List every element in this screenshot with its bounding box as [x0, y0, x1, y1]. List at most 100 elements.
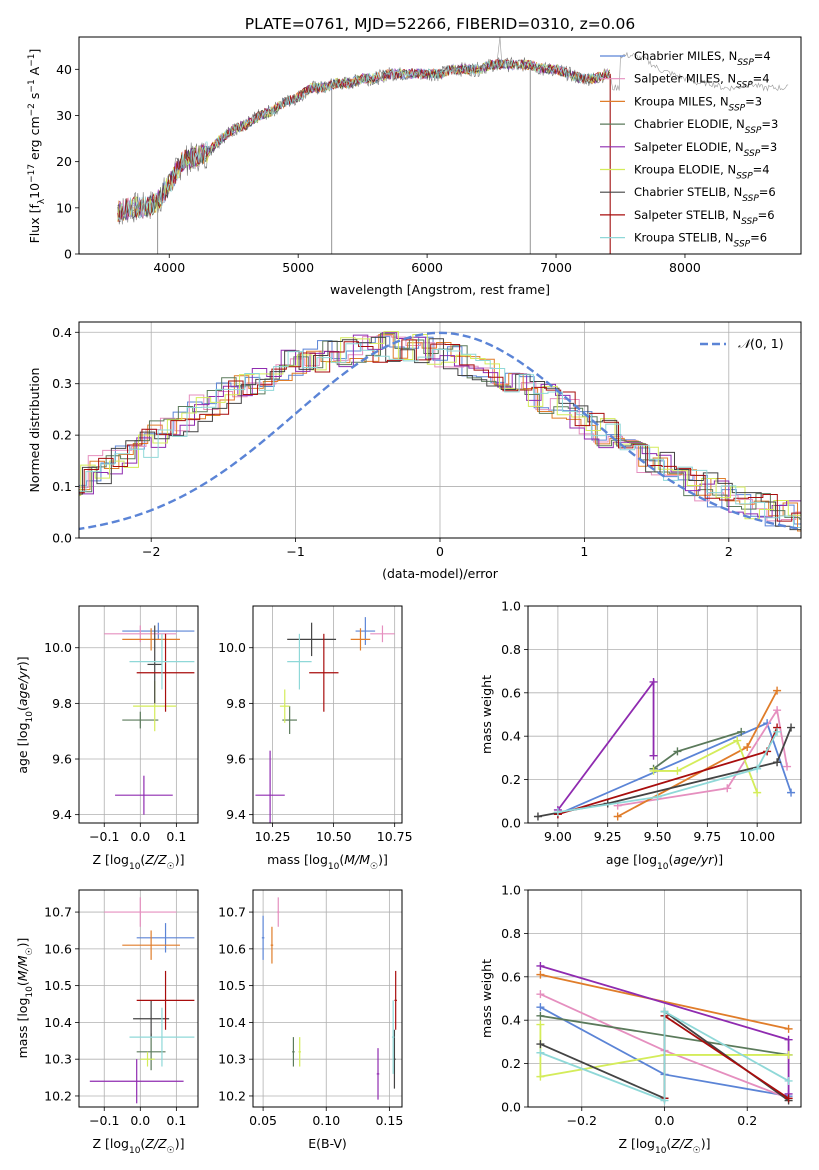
axis-xlabel: Z [log10(Z/Z☉)]	[619, 1136, 711, 1156]
mass-age-plot-area	[255, 617, 395, 823]
ebv-mass-ytick-label: 10.3	[218, 1052, 246, 1067]
Z-mass-xtick-label: 0.1	[166, 1113, 186, 1128]
age-weight-series-marker	[773, 686, 782, 695]
age-weight-series-marker	[533, 812, 542, 821]
age-weight-xtick-label: 9.50	[644, 829, 672, 844]
spectrum-data-tail	[609, 51, 789, 92]
residuals-plot-area	[79, 331, 801, 532]
age-weight-series-marker	[673, 766, 682, 775]
Z-age-ytick-label: 10.0	[44, 640, 72, 655]
mass-age-ytick-label: 9.4	[226, 807, 246, 822]
legend-entry: Salpeter MILES, NSSP=4	[634, 72, 770, 91]
Z-weight-series-marker	[536, 1011, 545, 1020]
residuals-histogram	[79, 343, 801, 529]
mass-age-ytick-label: 10.0	[218, 640, 246, 655]
Z-weight-ytick-label: 0.0	[501, 1100, 521, 1115]
Z-weight-series-marker	[536, 1020, 545, 1029]
age-weight-xtick-label: 9.00	[544, 829, 572, 844]
spectrum-xtick-label: 5000	[282, 260, 314, 275]
Z-weight-series-marker	[536, 1003, 545, 1012]
ebv-mass-ytick-label: 10.2	[218, 1088, 246, 1103]
spectrum-ylabel: Flux [fλ10−17 erg cm−2 s−1 A−1]	[27, 49, 47, 244]
Z-mass-ytick-label: 10.7	[44, 905, 72, 920]
mass-age-xtick-label: 10.75	[377, 829, 413, 844]
Z-weight-frame	[527, 889, 802, 1108]
ebv-mass-ytick-label: 10.7	[218, 905, 246, 920]
Z-weight-series-line	[540, 1009, 790, 1102]
Z-weight-series-marker	[784, 1076, 793, 1085]
mass-age-xtick-label: 10.25	[255, 829, 291, 844]
Z-age-plot-area	[104, 622, 195, 815]
Z-weight-series-line	[540, 973, 789, 1030]
Z-age-panel: −0.1 0.0 0.1 9.4 9.6 9.8 10.0 Z [log10(Z/Z☉)] ag…	[15, 605, 199, 872]
age-weight-series-marker	[773, 727, 782, 736]
spectrum-xtick-label: 7000	[540, 260, 572, 275]
spectrum-xtick-label: 8000	[669, 260, 701, 275]
residuals-gaussian	[79, 331, 801, 531]
age-weight-series-marker	[753, 788, 762, 797]
Z-mass-xtick-label: −0.1	[89, 1113, 119, 1128]
legend-entry: Chabrier MILES, NSSP=4	[634, 49, 771, 68]
residuals-ytick-label: 0.1	[52, 479, 72, 494]
age-weight-ytick-label: 0.4	[501, 729, 521, 744]
residuals-xtick-label: −1	[286, 544, 304, 559]
Z-weight-series-marker	[784, 1094, 793, 1103]
residuals-histogram	[79, 333, 801, 520]
axis-xlabel: mass [log10(M/M☉)]	[267, 852, 388, 872]
Z-weight-ytick-label: 0.6	[501, 969, 521, 984]
Z-mass-xtick-label: 0.0	[130, 1113, 150, 1128]
residuals-xtick-label: 2	[725, 544, 733, 559]
mass-age-ytick-label: 9.8	[226, 696, 246, 711]
ebv-mass-xtick-label: 0.05	[249, 1113, 277, 1128]
legend-entry: Kroupa MILES, NSSP=3	[634, 94, 762, 113]
spectrum-panel: 4000 5000 6000 7000 8000 0 10 20 30 40 wavelength …	[27, 36, 802, 297]
spectrum-ytick-label: 0	[64, 247, 72, 262]
age-weight-ytick-label: 0.2	[501, 772, 521, 787]
residuals-panel: −2 −1 0 1 2 0.0 0.1 0.2 0.3 0.4 (data-model)/error…	[27, 321, 802, 581]
Z-weight-ytick-label: 0.8	[501, 926, 521, 941]
residuals-histogram	[79, 336, 801, 531]
Z-mass-frame	[78, 889, 199, 1108]
Z-mass-ytick-label: 10.2	[44, 1088, 72, 1103]
Z-age-frame	[78, 605, 199, 824]
spectrum-legend: Chabrier MILES, NSSP=4 Salpeter MILES, NS…	[600, 49, 778, 250]
mass-age-frame	[252, 605, 403, 824]
mass-age-ytick-label: 9.6	[226, 752, 246, 767]
Z-weight-series-marker	[536, 1048, 545, 1057]
age-weight-series-marker	[649, 751, 658, 760]
spectrum-ytick-label: 20	[56, 154, 72, 169]
Z-weight-ylabel: mass weight	[479, 959, 494, 1038]
axis-ylabel: mass [log10(M/M☉)]	[15, 938, 35, 1059]
spectrum-model-line	[117, 58, 610, 223]
Z-age-xtick-label: −0.1	[89, 829, 119, 844]
spectrum-xtick-label: 6000	[411, 260, 443, 275]
age-weight-ytick-label: 1.0	[501, 599, 521, 614]
Z-weight-xtick-label: 0.0	[655, 1113, 675, 1128]
age-weight-series-marker	[787, 723, 796, 732]
age-weight-series-marker	[743, 743, 752, 752]
residuals-legend-label: 𝒩(0, 1)	[738, 336, 784, 351]
axis-xlabel: age [log10(age/yr)]	[606, 852, 723, 872]
Z-age-xtick-label: 0.0	[130, 829, 150, 844]
legend-entry: Chabrier ELODIE, NSSP=3	[634, 117, 778, 136]
spectrum-frame	[78, 36, 802, 255]
legend-entry: Salpeter ELODIE, NSSP=3	[634, 140, 777, 159]
Z-weight-ytick-label: 1.0	[501, 883, 521, 898]
Z-mass-plot-area	[89, 897, 195, 1104]
age-weight-series-line	[557, 731, 778, 814]
spectrum-xtick-label: 4000	[153, 260, 185, 275]
Z-weight-series-marker	[784, 1024, 793, 1033]
Z-weight-xtick-label: 0.2	[737, 1113, 757, 1128]
spectrum-plot-area	[117, 37, 789, 254]
Z-weight-series-marker	[784, 1050, 793, 1059]
residuals-histogram	[79, 332, 801, 518]
Z-age-ytick-label: 9.6	[52, 752, 72, 767]
spectrum-ytick-label: 30	[56, 108, 72, 123]
Z-weight-ytick-label: 0.4	[501, 1013, 521, 1028]
legend-entry: Chabrier STELIB, NSSP=6	[634, 185, 776, 204]
Z-mass-panel: −0.1 0.0 0.1 10.2 10.3 10.4 10.5 10.6 10.7 Z [log…	[15, 889, 199, 1156]
ebv-mass-ytick-label: 10.5	[218, 978, 246, 993]
age-weight-series-marker	[723, 784, 732, 793]
ebv-mass-xtick-label: 0.10	[312, 1113, 340, 1128]
